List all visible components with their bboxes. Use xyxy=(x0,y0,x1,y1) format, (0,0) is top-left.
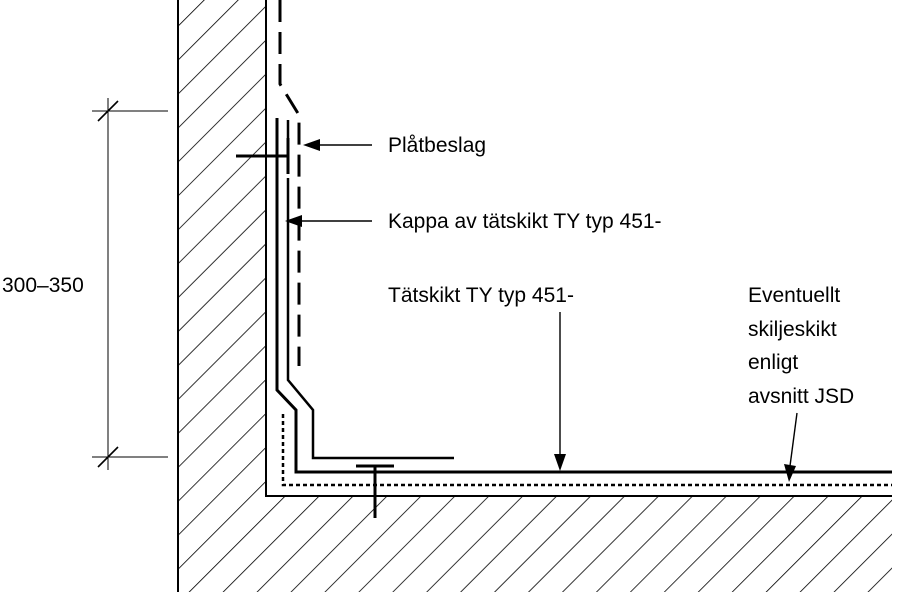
label-kappa: Kappa av tätskikt TY typ 451- xyxy=(388,210,662,233)
leader-platbeslag xyxy=(303,139,372,151)
label-enligt: enligt xyxy=(748,351,798,374)
dimension-line xyxy=(92,98,168,470)
separation-layer-line xyxy=(281,414,892,487)
leader-kappa xyxy=(285,215,372,227)
label-eventuellt: Eventuellt xyxy=(748,284,840,307)
label-skiljeskikt: skiljeskikt xyxy=(748,318,837,341)
wall-fastener xyxy=(236,138,290,174)
label-platbeslag: Plåtbeslag xyxy=(388,134,486,157)
leader-skiljeskikt xyxy=(784,412,798,482)
label-dimension: 300–350 xyxy=(2,274,84,297)
slab-fastener xyxy=(356,464,394,518)
label-tatskikt: Tätskikt TY typ 451- xyxy=(388,284,574,307)
leader-tatskikt xyxy=(554,312,566,471)
metal-flashing-line xyxy=(278,0,301,366)
label-avsnitt-jsd: avsnitt JSD xyxy=(748,385,854,408)
membrane-main-line xyxy=(275,118,892,474)
structure-hatching xyxy=(177,0,892,592)
